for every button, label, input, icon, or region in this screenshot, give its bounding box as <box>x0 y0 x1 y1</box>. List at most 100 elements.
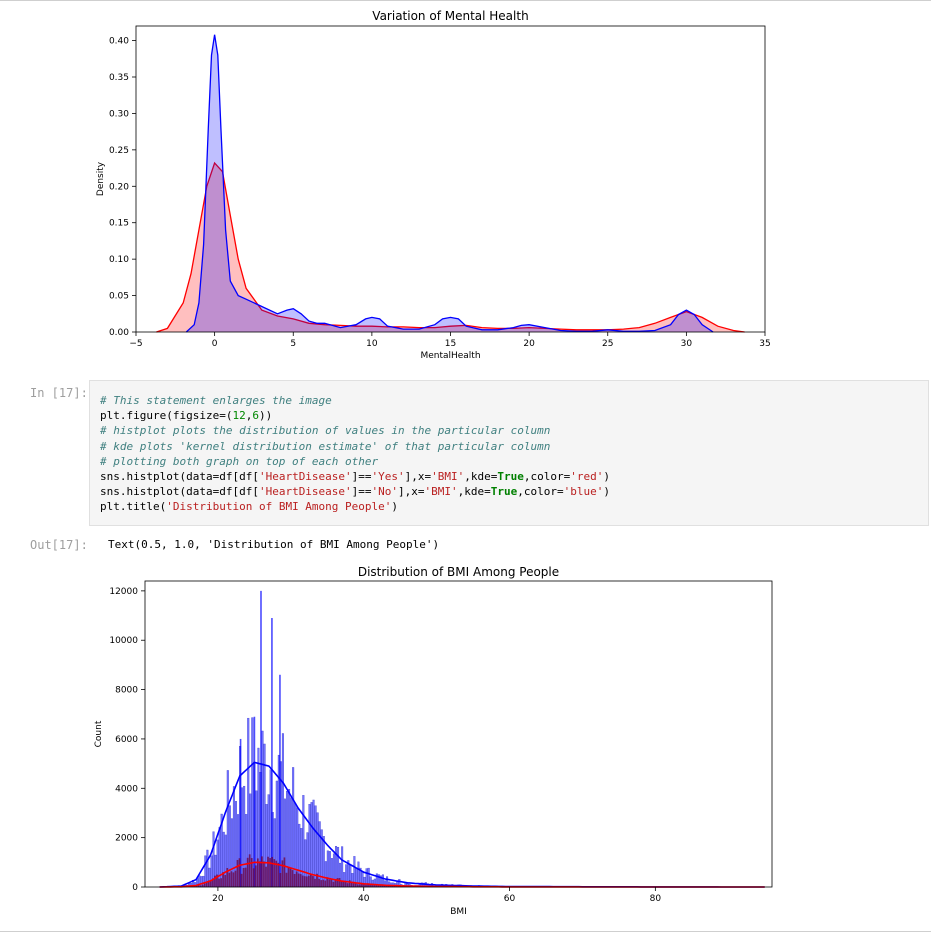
bmi-bar-yes <box>228 872 231 887</box>
bmi-bar-peak <box>239 738 242 887</box>
bmi-bar-yes <box>305 876 308 887</box>
code-line: sns.histplot(data=df[df['HeartDisease']=… <box>100 484 610 499</box>
bmi-bar-yes <box>340 881 343 887</box>
code-token: , <box>245 409 253 423</box>
bmi-bar-yes <box>330 878 333 887</box>
input-prompt: In [17]: <box>30 386 88 400</box>
x-tick-label: 0 <box>212 339 218 349</box>
bmi-bar-yes <box>250 858 253 887</box>
y-axis-label: Count <box>94 720 104 747</box>
y-tick-label: 0.20 <box>109 182 129 192</box>
code-token: 'Distribution of BMI Among People' <box>166 500 392 514</box>
x-tick-label: 80 <box>650 894 662 904</box>
x-tick-label: 25 <box>602 339 613 349</box>
bmi-bar-yes <box>222 872 225 887</box>
bmi-bar-yes <box>322 879 325 887</box>
bmi-bar-yes <box>205 882 208 887</box>
bmi-bar-yes <box>269 858 271 887</box>
bmi-bar-yes <box>369 883 372 887</box>
bmi-bar-yes <box>271 856 274 887</box>
chart-title: Distribution of BMI Among People <box>358 565 559 579</box>
code-editor[interactable]: # This statement enlarges the image plt.f… <box>100 393 610 515</box>
bmi-bar-yes <box>299 874 302 887</box>
bmi-bar-yes <box>265 866 267 887</box>
code-token: ) <box>603 485 611 499</box>
bmi-bar-yes <box>240 873 243 887</box>
y-tick-label: 0.15 <box>109 219 129 229</box>
code-token: )) <box>258 409 273 423</box>
code-token: 'HeartDisease' <box>258 469 352 483</box>
bmi-bar-yes <box>316 873 318 887</box>
bmi-bar-yes <box>285 872 288 887</box>
y-tick-label: 0.30 <box>109 109 129 119</box>
bmi-bar-yes <box>226 867 229 887</box>
bmi-bar-yes <box>224 875 227 887</box>
code-token: plt.title( <box>100 500 167 514</box>
code-token: 'Yes' <box>371 469 405 483</box>
bmi-bar-yes <box>201 884 204 887</box>
bmi-bar-yes <box>281 860 284 887</box>
bmi-bar-yes <box>375 884 378 887</box>
bmi-bar-yes <box>259 861 261 887</box>
bmi-bar-yes <box>334 878 337 887</box>
code-line: sns.histplot(data=df[df['HeartDisease']=… <box>100 469 610 484</box>
plot-frame <box>144 580 773 888</box>
mental-health-density-chart: Variation of Mental Health −5 0 5 10 15 20 25 30… <box>96 9 771 361</box>
bmi-bar-yes <box>312 876 314 887</box>
bmi-bar-yes <box>234 870 237 887</box>
density-fill-0 <box>156 163 745 332</box>
bmi-bar-yes <box>197 884 200 887</box>
bmi-bar-yes <box>214 875 216 887</box>
bmi-bar-yes <box>350 882 353 887</box>
bmi-bar-yes <box>256 858 259 887</box>
code-token: sns.histplot(data=df[df[ <box>100 469 259 483</box>
bmi-bar-yes <box>361 883 363 887</box>
bmi-bar-yes <box>242 867 245 887</box>
code-token: ) <box>391 500 399 514</box>
code-token: sns.histplot(data=df[df[ <box>100 485 259 499</box>
code-token: 'BMI' <box>424 485 458 499</box>
histogram-bars <box>161 590 750 888</box>
y-tick-label: 0.35 <box>109 73 129 83</box>
bmi-bar-yes <box>359 884 361 887</box>
bmi-bar-peak <box>279 674 281 887</box>
bmi-bar-yes <box>267 856 269 887</box>
bmi-bar-no <box>218 827 221 888</box>
code-token: # This statement enlarges the image <box>100 394 332 407</box>
bmi-bar-yes <box>310 873 312 887</box>
bmi-bar-yes <box>395 886 398 887</box>
bmi-bar-yes <box>367 883 369 887</box>
bmi-bar-peak <box>271 618 273 887</box>
chart-title: Variation of Mental Health <box>372 9 528 23</box>
x-tick-label: 5 <box>290 339 296 349</box>
bmi-bar-yes <box>371 883 374 887</box>
y-tick-label: 12000 <box>109 587 138 597</box>
bmi-bar-yes <box>348 880 351 887</box>
bmi-bar-yes <box>385 885 388 887</box>
bmi-bar-yes <box>342 881 345 887</box>
bmi-bar-no <box>322 836 325 888</box>
output-text: Text(0.5, 1.0, 'Distribution of BMI Amon… <box>108 538 440 551</box>
bmi-bar-yes <box>332 881 335 887</box>
x-tick-label: 40 <box>358 894 370 904</box>
bmi-bar-yes <box>397 886 400 887</box>
bmi-bar-yes <box>295 871 298 887</box>
bmi-bar-peak <box>260 590 262 887</box>
code-token: ) <box>603 469 611 483</box>
code-cell[interactable]: # This statement enlarges the image plt.f… <box>89 380 929 526</box>
bmi-bar-yes <box>308 875 310 887</box>
bmi-bar-yes <box>357 884 359 887</box>
bmi-bar-yes <box>207 880 210 887</box>
bmi-bar-yes <box>230 871 233 887</box>
y-tick-label: 8000 <box>115 686 138 696</box>
code-token: ],x= <box>398 485 425 499</box>
bmi-bar-yes <box>314 878 316 887</box>
code-token: 'No' <box>371 485 399 499</box>
x-tick-label: 30 <box>681 339 693 349</box>
bmi-bar-yes <box>363 883 365 887</box>
code-token: plt.figure(figsize=( <box>100 409 233 423</box>
bmi-bar-yes <box>365 884 367 887</box>
code-token: ]== <box>351 485 372 499</box>
y-tick-label: 0.05 <box>109 292 129 302</box>
bmi-bar-yes <box>279 873 282 887</box>
